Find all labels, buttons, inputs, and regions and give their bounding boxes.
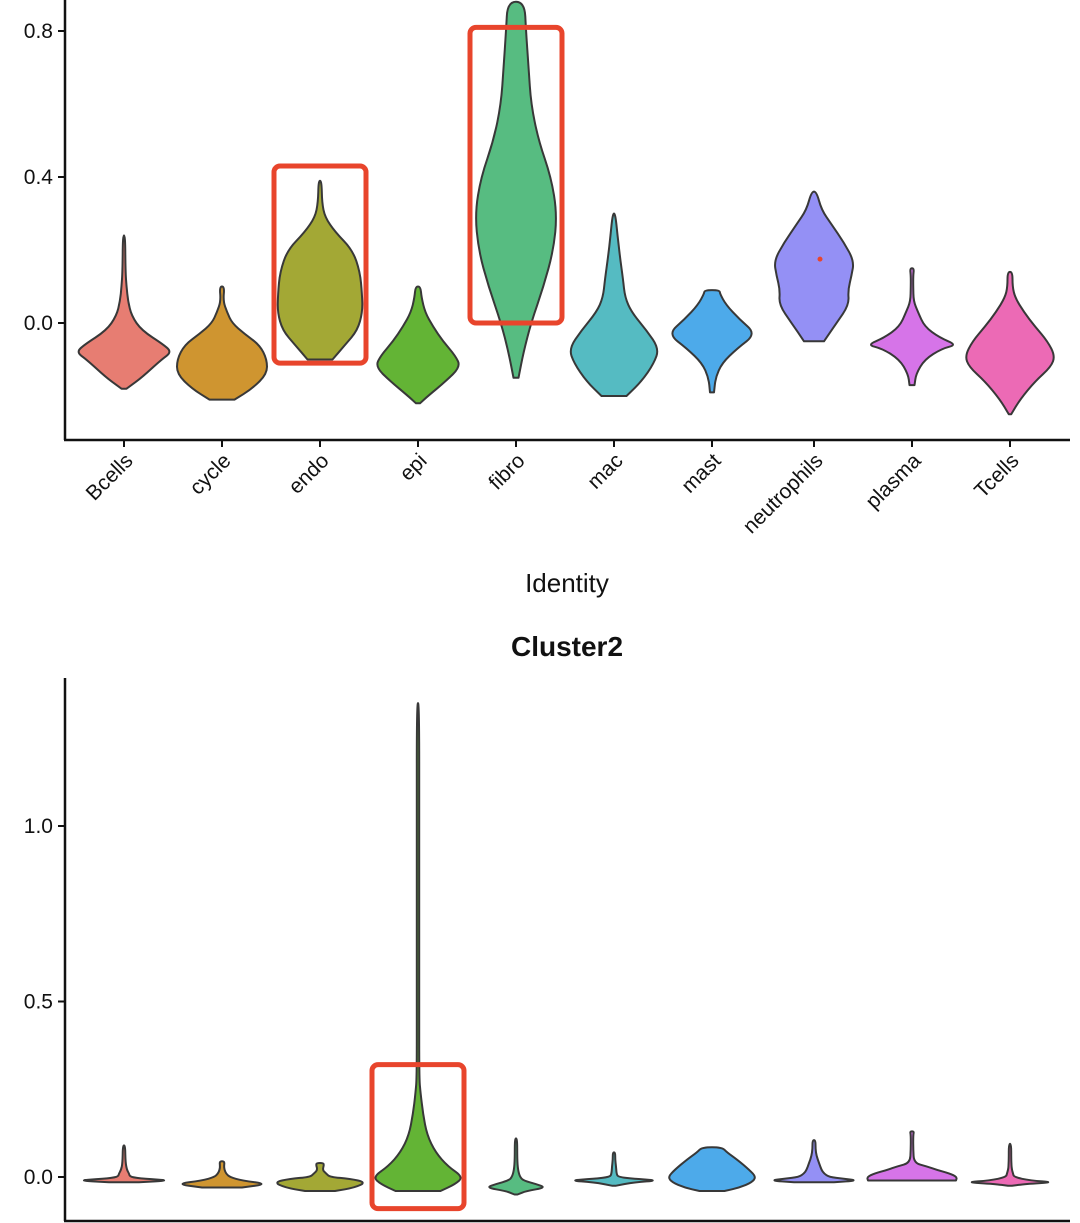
highlight-box-epi (369, 1062, 467, 1212)
violin-fibro (475, 0, 557, 379)
violin-cycle (181, 1160, 263, 1189)
y-tick-label: 0.0 (24, 1166, 53, 1189)
violin-bcells (83, 1144, 166, 1184)
x-axis-title: Identity (525, 568, 609, 598)
x-tick-label: fibro (484, 449, 529, 494)
x-tick-label: mac (583, 449, 627, 493)
highlight-box-endo (271, 163, 369, 366)
x-tick-label: cycle (185, 449, 235, 499)
violin-epi (374, 702, 462, 1192)
top-panel: 0.0 0.4 0.8 Bcells cycle endo epi fibro mac mast n… (24, 0, 1070, 598)
y-tick-label: 0.0 (24, 312, 53, 335)
violin-mac (569, 212, 659, 397)
violin-tcells (970, 1142, 1050, 1187)
violin-mast (671, 289, 753, 394)
violin-plasma (866, 1130, 958, 1182)
x-tick-label: epi (395, 449, 431, 485)
x-tick-label: endo (284, 449, 333, 498)
y-tick-label: 1.0 (24, 815, 53, 838)
y-tick-label: 0.4 (24, 166, 54, 189)
cluster2-panel: Cluster2 0.0 0.5 1.0 (24, 631, 1070, 1223)
violin-fibro (488, 1137, 544, 1196)
violin-epi (376, 285, 460, 405)
violin-neutrophils (774, 190, 855, 343)
x-tick-label: neutrophils (739, 449, 828, 538)
highlight-point-neutrophils (817, 256, 823, 262)
violin-tcells (965, 270, 1055, 416)
violin-endo (276, 179, 364, 361)
highlight-box-fibro (467, 24, 565, 326)
y-tick-label: 0.5 (24, 991, 53, 1014)
violin-neutrophils (773, 1139, 855, 1184)
x-tick-label: Tcells (970, 449, 1023, 502)
y-tick-label: 0.8 (24, 20, 53, 43)
x-tick-label: mast (677, 449, 726, 498)
violin-plasma (870, 267, 954, 387)
chart-title: Cluster2 (511, 631, 623, 662)
violin-cycle (176, 285, 268, 401)
violin-mast (668, 1146, 756, 1192)
x-tick-label: plasma (861, 449, 925, 513)
x-tick-label: Bcells (82, 449, 138, 505)
violin-bcells (77, 234, 171, 390)
violin-endo (276, 1162, 364, 1192)
violin-mac (574, 1151, 654, 1187)
